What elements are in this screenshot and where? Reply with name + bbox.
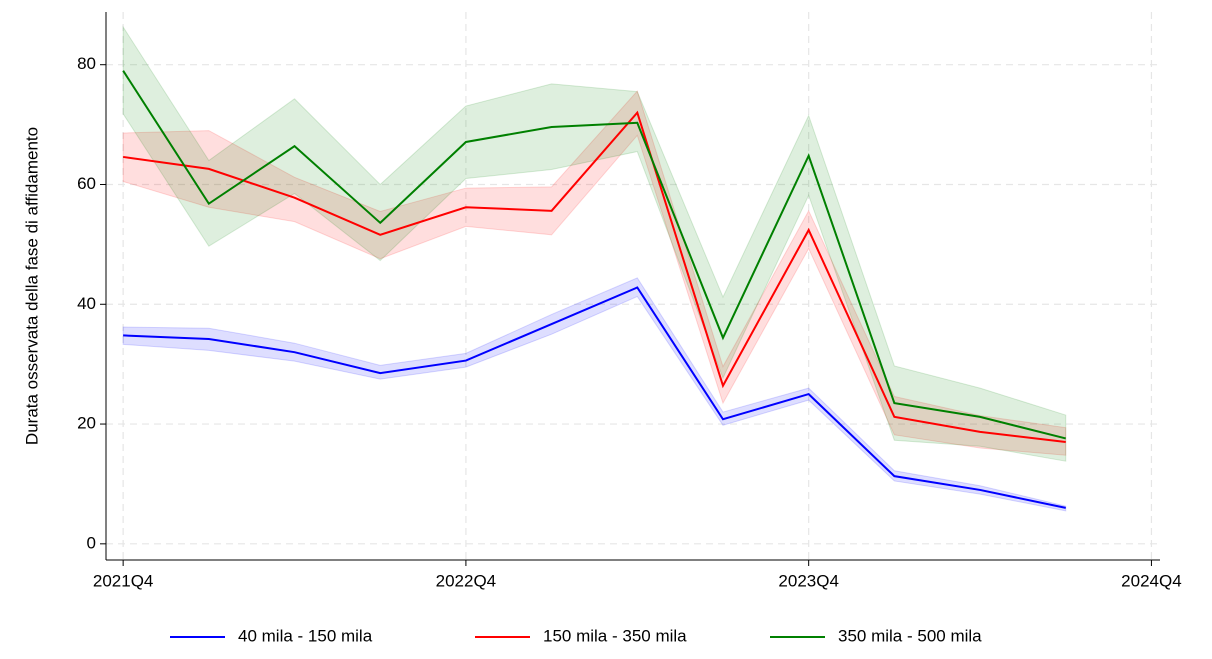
legend-label: 40 mila - 150 mila [238, 626, 373, 645]
x-tick-label: 2024Q4 [1121, 571, 1182, 590]
y-tick-label: 60 [77, 174, 96, 193]
confidence-band [122, 90, 1067, 456]
series-line [122, 70, 1066, 440]
y-axis-label: Durata osservata della fase di affidamen… [22, 127, 41, 445]
confidence-band [122, 25, 1067, 462]
y-tick-label: 20 [77, 414, 96, 433]
x-tick-label: 2023Q4 [778, 571, 839, 590]
legend-item: 40 mila - 150 mila [170, 626, 373, 645]
x-tick-label: 2022Q4 [436, 571, 497, 590]
legend-label: 350 mila - 500 mila [838, 626, 982, 645]
x-tick-label: 2021Q4 [93, 571, 154, 590]
legend-item: 150 mila - 350 mila [475, 626, 687, 645]
y-tick-label: 0 [87, 533, 96, 552]
legend-item: 350 mila - 500 mila [770, 626, 982, 645]
y-tick-label: 40 [77, 294, 96, 313]
legend-label: 150 mila - 350 mila [543, 626, 687, 645]
series-line [123, 286, 1066, 509]
y-tick-label: 80 [77, 54, 96, 73]
series-line [122, 110, 1066, 444]
